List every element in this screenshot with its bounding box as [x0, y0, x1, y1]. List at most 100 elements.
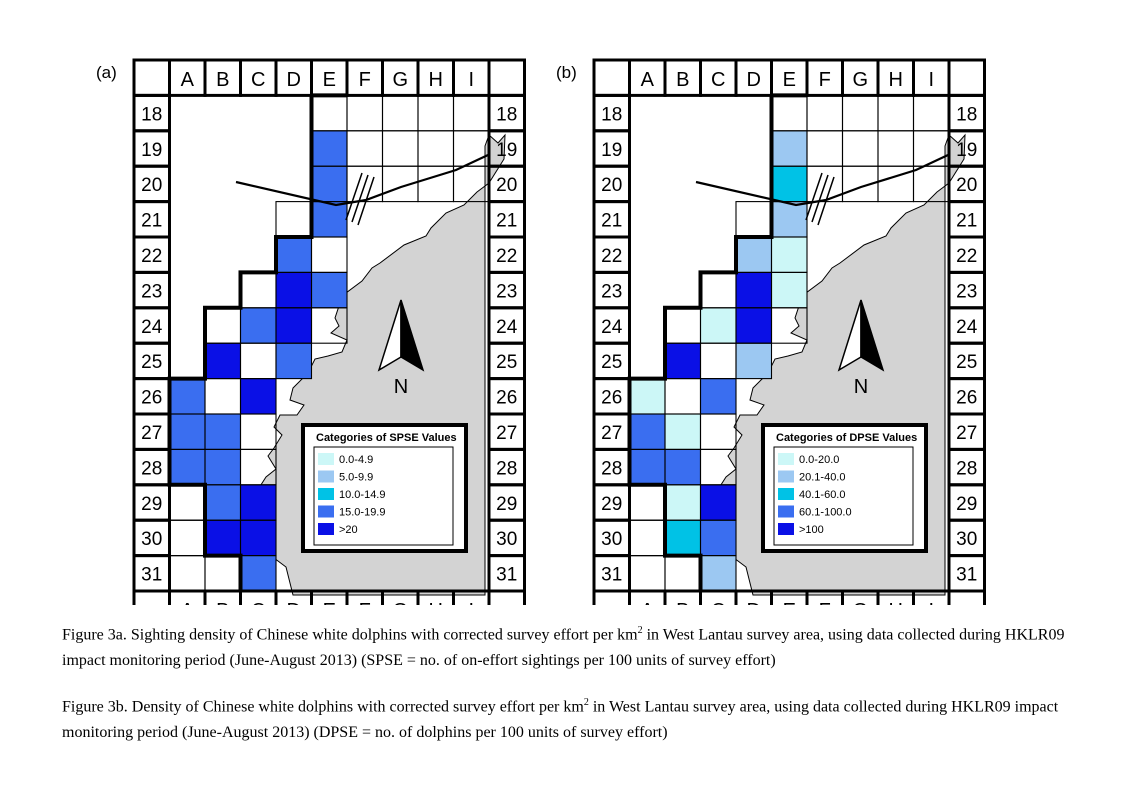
panel-tag: (b) [556, 63, 577, 82]
frame-cell-bottom [628, 589, 667, 605]
grid-cell-A28 [629, 449, 665, 485]
legend: Categories of SPSE Values 0.0-4.9 5.0-9.9 1… [301, 423, 468, 553]
row-label-left: 20 [601, 175, 622, 196]
column-label-bottom: C [711, 600, 725, 605]
grid-cell-C24 [700, 307, 736, 344]
row-label-left: 19 [141, 140, 162, 161]
row-label-right: 31 [956, 565, 977, 586]
column-label-top: D [747, 69, 761, 91]
grid-cell-B28 [665, 449, 701, 485]
column-label-top: H [429, 69, 443, 91]
bridge-alignment [235, 154, 489, 207]
column-label-bottom: D [287, 600, 301, 605]
frame-cell-right [487, 554, 526, 593]
legend-title: Categories of DPSE Values [776, 432, 917, 444]
study-area-boundary [167, 95, 314, 591]
frame-cell-bottom [452, 589, 491, 605]
frame-cell-bottom [663, 589, 702, 605]
column-label-top: C [711, 69, 725, 91]
grid-cell-C31 [240, 555, 276, 591]
frame-cell-bottom [132, 589, 171, 605]
north-label: N [394, 376, 408, 398]
grid-cell-B30 [205, 520, 241, 556]
row-label-left: 21 [141, 211, 162, 232]
column-label-top: C [251, 69, 265, 91]
row-label-left: 28 [601, 458, 622, 479]
legend-swatch [778, 523, 794, 535]
grid-cell-D23 [276, 272, 312, 308]
column-label-bottom: G [852, 600, 868, 605]
row-label-right: 23 [496, 281, 517, 302]
row-label-left: 28 [141, 458, 162, 479]
grid-cell-D22 [276, 237, 312, 273]
row-label-right: 26 [956, 388, 977, 409]
frame-cell-top [132, 58, 171, 97]
row-label-right: 29 [496, 494, 517, 515]
grid-cell-D25 [276, 343, 312, 379]
row-label-left: 18 [601, 104, 622, 125]
column-label-top: F [819, 69, 831, 91]
row-label-right: 27 [496, 423, 517, 444]
frame-cells [592, 58, 986, 605]
map-svg: NAABBCCDDEEFFGGHHII181819192020212122222… [132, 58, 526, 605]
column-label-bottom: F [819, 600, 831, 605]
grid-cell-B27 [205, 414, 241, 450]
map-svg: NAABBCCDDEEFFGGHHII181819192020212122222… [592, 58, 986, 605]
frame-cell-bottom [699, 589, 738, 605]
grid-cell-E21 [771, 201, 807, 237]
legend-title: Categories of SPSE Values [316, 432, 457, 444]
frame-cell-top [592, 58, 631, 97]
column-label-top: H [889, 69, 903, 91]
frame-cell-top [947, 58, 986, 97]
grid-cell-outline [275, 342, 313, 380]
grid-cell-C26 [240, 378, 276, 414]
legend-item-label: >20 [339, 524, 358, 536]
legend-swatch [318, 488, 334, 500]
frame-cell-left [132, 554, 171, 593]
bridge-alignment [695, 154, 949, 207]
column-label-bottom: I [928, 600, 934, 605]
legend-item-label: 10.0-14.9 [339, 489, 385, 501]
row-label-left: 29 [601, 494, 622, 515]
panel-tag: (a) [96, 63, 117, 82]
row-label-left: 23 [601, 281, 622, 302]
row-label-left: 26 [141, 388, 162, 409]
bridge-hatching [805, 172, 835, 226]
row-label-right: 28 [496, 458, 517, 479]
grid-cell-B25 [205, 343, 241, 379]
row-label-right: 21 [496, 211, 517, 232]
row-label-left: 24 [141, 317, 163, 338]
row-label-right: 19 [496, 140, 517, 161]
grid-cell-C30 [240, 520, 276, 556]
row-label-right: 21 [956, 211, 977, 232]
grid-cell-E23 [771, 272, 807, 308]
north-arrow-right [860, 299, 885, 372]
north-arrow-right [400, 299, 425, 372]
row-label-left: 25 [141, 352, 162, 373]
frame-cell-right [947, 554, 986, 593]
column-label-top: F [359, 69, 371, 91]
frame-cell-bottom [912, 589, 951, 605]
row-label-left: 22 [141, 246, 162, 267]
column-label-top: I [928, 69, 934, 91]
grid-cell-E19 [311, 130, 347, 167]
column-label-bottom: H [889, 600, 903, 605]
grid-cell-E22 [771, 237, 807, 273]
frame-cell-bottom [805, 589, 844, 605]
row-label-right: 22 [496, 246, 517, 267]
grid-cell-E20 [771, 166, 807, 202]
legend-item-label: 60.1-100.0 [799, 507, 852, 519]
column-label-bottom: A [641, 600, 655, 605]
row-label-right: 27 [956, 423, 977, 444]
grid-cell-D24 [276, 307, 312, 344]
column-label-bottom: G [392, 600, 408, 605]
column-label-top: B [676, 69, 689, 91]
frame-cell-bottom [203, 589, 242, 605]
row-label-right: 29 [956, 494, 977, 515]
caption-figure-3b: Figure 3b. Density of Chinese white dolp… [62, 697, 1059, 742]
grid-cell-D23 [736, 272, 772, 308]
column-label-bottom: E [783, 600, 796, 605]
row-label-right: 22 [956, 246, 977, 267]
grid-cell-C29 [700, 484, 736, 521]
row-label-left: 31 [601, 565, 622, 586]
